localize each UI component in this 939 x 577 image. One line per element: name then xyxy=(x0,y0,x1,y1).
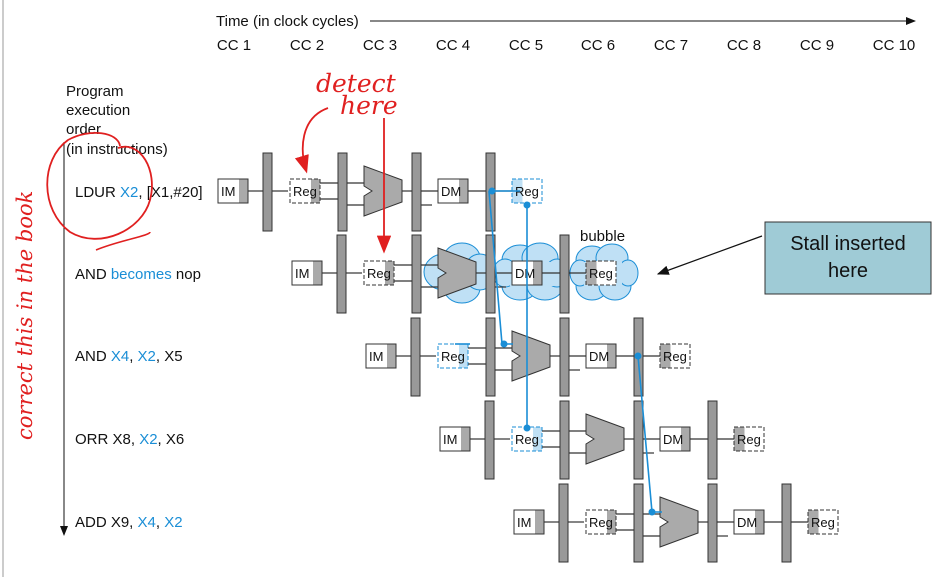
clock-cycle-labels: CC 1 CC 2 CC 3 CC 4 CC 5 CC 6 CC 7 CC 8 CC 9 CC 1… xyxy=(217,37,915,54)
svg-text:Reg: Reg xyxy=(293,184,317,199)
instruction-add: ADD X9, X4, X2 xyxy=(75,514,183,531)
im-unit-3: IM xyxy=(439,426,471,452)
order-label-1: Program xyxy=(66,83,124,100)
svg-text:Reg: Reg xyxy=(737,432,761,447)
pipeline-stages: IM Reg DM Reg IM Reg DM Reg IM Reg DM Reg IM Reg DM Reg… xyxy=(217,152,839,563)
stall-callout-line1: Stall inserted xyxy=(790,233,906,255)
im-unit-0: IM xyxy=(217,178,249,204)
im-unit-4: IM xyxy=(513,509,545,535)
alu-unit-4 xyxy=(659,496,699,548)
alu-unit-0 xyxy=(363,165,403,217)
order-label-2: execution xyxy=(66,102,130,119)
pipe-reg-ifid-4 xyxy=(558,483,569,563)
stall-callout-line2: here xyxy=(828,260,868,282)
svg-text:DM: DM xyxy=(737,515,757,530)
pipe-reg-ifid-3 xyxy=(484,400,495,480)
circle-x2 xyxy=(46,132,153,240)
dm-unit-2: DM xyxy=(585,343,617,369)
svg-text:Reg: Reg xyxy=(589,266,613,281)
svg-text:Reg: Reg xyxy=(515,184,539,199)
svg-text:DM: DM xyxy=(589,349,609,364)
alu-unit-2 xyxy=(511,330,551,382)
im-unit-2: IM xyxy=(365,343,397,369)
svg-text:Reg: Reg xyxy=(811,515,835,530)
svg-text:IM: IM xyxy=(295,266,309,281)
instruction-orr: ORR X8, X2, X6 xyxy=(75,431,184,448)
svg-text:DM: DM xyxy=(441,184,461,199)
pipe-reg-exmem-3 xyxy=(633,400,644,480)
reg-write-unit-2: Reg xyxy=(659,343,691,369)
pipe-reg-ifid-0 xyxy=(262,152,273,232)
pipe-reg-ifid-1 xyxy=(336,234,347,314)
cc-label-4: CC 4 xyxy=(436,37,470,54)
pipe-reg-exmem-1 xyxy=(485,234,496,314)
reg-read-unit-2: Reg xyxy=(437,343,469,369)
svg-text:IM: IM xyxy=(443,432,457,447)
pipe-reg-memwb-1 xyxy=(559,234,570,314)
instruction-and-nop: AND becomes nop xyxy=(75,266,201,283)
handwritten-annotations: detect here correct this in the book xyxy=(13,69,398,440)
svg-text:IM: IM xyxy=(369,349,383,364)
cc-label-10: CC 10 xyxy=(873,37,916,54)
cc-label-2: CC 2 xyxy=(290,37,324,54)
reg-read-unit-1: Reg xyxy=(363,260,395,286)
im-unit-1: IM xyxy=(291,260,323,286)
svg-text:IM: IM xyxy=(221,184,235,199)
reg-write-unit-1: Reg xyxy=(585,260,617,286)
pipe-reg-idex-2 xyxy=(485,317,496,397)
svg-text:Reg: Reg xyxy=(589,515,613,530)
time-axis-label: Time (in clock cycles) xyxy=(216,13,359,30)
reg-read-unit-4: Reg xyxy=(585,509,617,535)
svg-text:DM: DM xyxy=(515,266,535,281)
order-label-4: (in instructions) xyxy=(66,141,168,158)
svg-text:Reg: Reg xyxy=(515,432,539,447)
pipe-reg-exmem-0 xyxy=(411,152,422,232)
cc-label-7: CC 7 xyxy=(654,37,688,54)
order-label-3: order xyxy=(66,121,101,138)
cc-label-3: CC 3 xyxy=(363,37,397,54)
forwarding-dots xyxy=(488,187,656,516)
stall-callout-arrow xyxy=(656,235,763,275)
svg-text:Reg: Reg xyxy=(663,349,687,364)
pipe-reg-idex-0 xyxy=(337,152,348,232)
reg-write-unit-4: Reg xyxy=(807,509,839,535)
alu-unit-1 xyxy=(437,247,477,299)
cc-label-9: CC 9 xyxy=(800,37,834,54)
cc-label-8: CC 8 xyxy=(727,37,761,54)
stall-callout-box xyxy=(764,221,932,295)
svg-text:IM: IM xyxy=(517,515,531,530)
pipe-reg-memwb-4 xyxy=(781,483,792,563)
circle-tail xyxy=(95,231,151,251)
here-text: here xyxy=(340,91,398,120)
dm-unit-0: DM xyxy=(437,178,469,204)
pipe-reg-exmem-2 xyxy=(559,317,570,397)
cc-label-5: CC 5 xyxy=(509,37,543,54)
bubble-label: bubble xyxy=(580,228,625,245)
svg-text:DM: DM xyxy=(663,432,683,447)
reg-read-unit-3: Reg xyxy=(511,426,543,452)
instruction-ldur: LDUR X2, [X1,#20] xyxy=(75,184,203,201)
dm-unit-4: DM xyxy=(733,509,765,535)
pipe-reg-exmem-4 xyxy=(707,483,718,563)
reg-read-unit-0: Reg xyxy=(289,178,321,204)
alu-unit-3 xyxy=(585,413,625,465)
instruction-and: AND X4, X2, X5 xyxy=(75,348,183,365)
pipe-reg-idex-3 xyxy=(559,400,570,480)
detect-arrow-1 xyxy=(294,107,329,174)
cc-label-6: CC 6 xyxy=(581,37,615,54)
detect-text: detect xyxy=(316,69,397,98)
reg-write-unit-3: Reg xyxy=(733,426,765,452)
pipe-reg-idex-4 xyxy=(633,483,644,563)
pipe-reg-ifid-2 xyxy=(410,317,421,397)
pipe-reg-idex-1 xyxy=(411,234,422,314)
svg-text:Reg: Reg xyxy=(367,266,391,281)
margin-note: correct this in the book xyxy=(13,191,37,440)
svg-text:Reg: Reg xyxy=(441,349,465,364)
pipe-reg-memwb-3 xyxy=(707,400,718,480)
dm-unit-3: DM xyxy=(659,426,691,452)
cc-label-1: CC 1 xyxy=(217,37,251,54)
